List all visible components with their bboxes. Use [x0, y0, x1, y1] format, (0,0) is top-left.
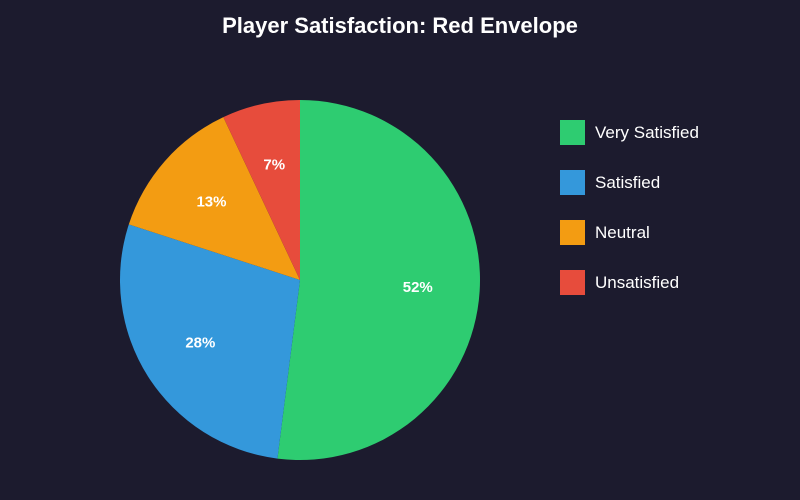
- slice-label-satisfied: 28%: [185, 335, 215, 352]
- legend-swatch: [560, 220, 585, 245]
- slice-label-very-satisfied: 52%: [403, 279, 433, 296]
- pie-slices: [120, 100, 480, 460]
- legend-item-neutral[interactable]: Neutral: [560, 220, 780, 245]
- legend-item-very-satisfied[interactable]: Very Satisfied: [560, 120, 780, 145]
- legend-swatch: [560, 120, 585, 145]
- chart-title: Player Satisfaction: Red Envelope: [222, 13, 578, 38]
- legend-label: Very Satisfied: [595, 123, 699, 142]
- legend-swatch: [560, 270, 585, 295]
- legend-item-satisfied[interactable]: Satisfied: [560, 170, 780, 195]
- legend-label: Unsatisfied: [595, 273, 680, 292]
- legend-item-unsatisfied[interactable]: Unsatisfied: [560, 270, 780, 295]
- legend: Very Satisfied Satisfied Neutral Unsatis…: [560, 120, 780, 320]
- slice-label-neutral: 13%: [196, 193, 226, 210]
- legend-label: Satisfied: [595, 173, 661, 192]
- slice-label-unsatisfied: 7%: [263, 156, 285, 173]
- legend-swatch: [560, 170, 585, 195]
- legend-label: Neutral: [595, 223, 650, 242]
- pie-slice-unsatisfied[interactable]: [223, 100, 300, 280]
- pie-slice-very-satisfied[interactable]: [277, 100, 480, 460]
- pie-slice-neutral[interactable]: [128, 117, 300, 280]
- pie-slice-labels: 52% 28% 13% 7%: [185, 156, 432, 351]
- pie-slice-satisfied[interactable]: [120, 224, 301, 459]
